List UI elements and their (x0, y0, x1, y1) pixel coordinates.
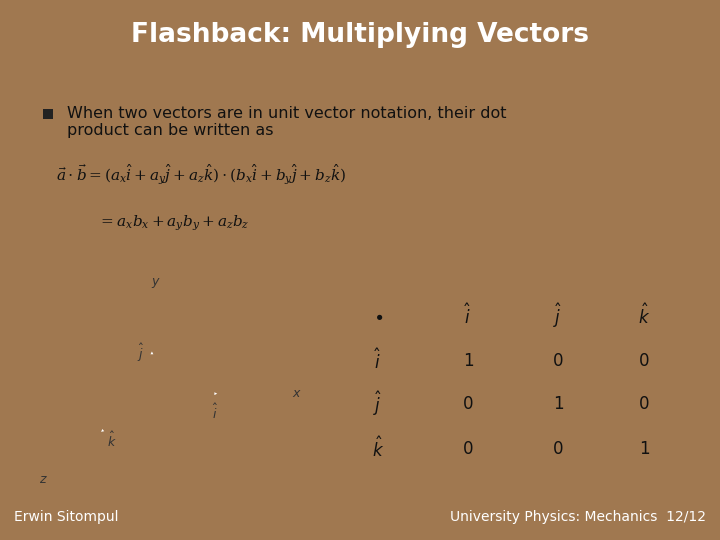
Text: x: x (292, 387, 300, 400)
Text: $\hat{i}$: $\hat{i}$ (464, 303, 472, 328)
Text: 0: 0 (639, 352, 649, 370)
Text: University Physics: Mechanics  12/12: University Physics: Mechanics 12/12 (449, 510, 706, 524)
Text: 0: 0 (463, 440, 473, 458)
Text: $\hat{k}$: $\hat{k}$ (639, 303, 650, 328)
Text: 0: 0 (553, 352, 563, 370)
Text: 0: 0 (553, 440, 563, 458)
Text: $\hat{j}$: $\hat{j}$ (374, 390, 382, 418)
Text: 0: 0 (639, 395, 649, 413)
Text: 0: 0 (463, 395, 473, 413)
Text: Flashback: Multiplying Vectors: Flashback: Multiplying Vectors (131, 22, 589, 48)
Text: $\hat{j}$: $\hat{j}$ (137, 342, 144, 363)
Text: 1: 1 (639, 440, 649, 458)
Text: $\hat{j}$: $\hat{j}$ (554, 301, 562, 330)
Text: 1: 1 (553, 395, 563, 413)
Text: 1: 1 (463, 352, 473, 370)
Text: When two vectors are in unit vector notation, their dot: When two vectors are in unit vector nota… (67, 106, 506, 121)
Text: y: y (152, 275, 159, 288)
Text: $\hat{i}$: $\hat{i}$ (212, 403, 218, 422)
Text: $\hat{k}$: $\hat{k}$ (107, 430, 117, 450)
Bar (42, 110, 53, 119)
Text: product can be written as: product can be written as (67, 123, 274, 138)
Text: $= a_x b_x + a_y b_y + a_z b_z$: $= a_x b_x + a_y b_y + a_z b_z$ (98, 213, 250, 233)
Text: $\hat{i}$: $\hat{i}$ (374, 348, 382, 373)
Text: $\bullet$: $\bullet$ (373, 307, 383, 325)
Text: $\hat{k}$: $\hat{k}$ (372, 437, 384, 461)
Text: Erwin Sitompul: Erwin Sitompul (14, 510, 119, 524)
Text: z: z (40, 473, 46, 486)
Text: $\vec{a}\cdot\vec{b} = (a_x\hat{i}+a_y\hat{j}+a_z\hat{k})\cdot(b_x\hat{i}+b_y\ha: $\vec{a}\cdot\vec{b} = (a_x\hat{i}+a_y\h… (56, 163, 347, 187)
